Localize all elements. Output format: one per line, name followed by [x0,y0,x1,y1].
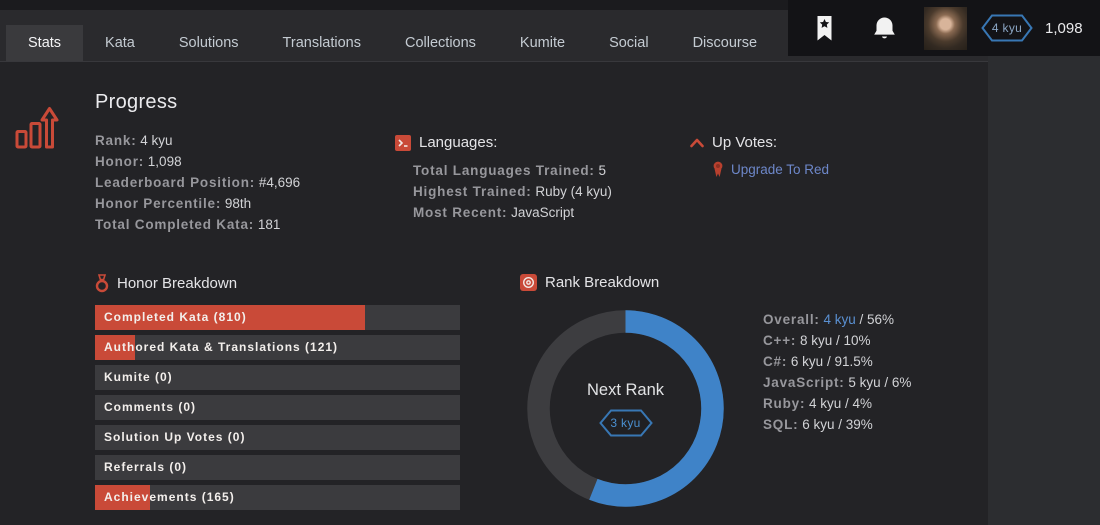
rank-row: Ruby: 4 kyu / 4% [763,396,873,411]
next-rank-badge-label: 3 kyu [610,415,641,430]
honor-bar-label: Solution Up Votes (0) [104,430,246,444]
ribbon-icon [712,161,724,178]
stat-row: Total Languages Trained: 5 [413,163,606,178]
bell-icon[interactable] [873,16,896,41]
honor-bar-label: Authored Kata & Translations (121) [104,340,339,354]
honor-bar: Solution Up Votes (0) [95,425,460,450]
honor-breakdown-title: Honor Breakdown [117,275,238,292]
right-sidebar-strip [988,56,1100,525]
rank-badge[interactable]: 4 kyu [981,14,1033,42]
rank-row: C#: 6 kyu / 91.5% [763,354,873,369]
stat-row: Honor: 1,098 [95,154,182,169]
bookmark-icon[interactable] [816,15,833,42]
honor-bar-label: Referrals (0) [104,460,188,474]
stat-row: Leaderboard Position: #4,696 [95,175,301,190]
honor-bar: Authored Kata & Translations (121) [95,335,460,360]
honor-bar: Kumite (0) [95,365,460,390]
terminal-icon [395,134,411,151]
honor-bar-label: Completed Kata (810) [104,310,247,324]
up-votes-section: Up Votes: Upgrade To Red [690,134,829,178]
donut-center: Next Rank 3 kyu [527,310,724,507]
upgrade-to-red-link[interactable]: Upgrade To Red [731,162,830,177]
rank-breakdown-title: Rank Breakdown [545,274,660,291]
stat-row: Rank: 4 kyu [95,133,173,148]
tab-kata[interactable]: Kata [105,35,135,51]
rank-row: C++: 8 kyu / 10% [763,333,871,348]
languages-section: Languages: Total Languages Trained: 5 Hig… [395,134,612,223]
header-user-area: 4 kyu 1,098 [788,0,1100,56]
top-strip [0,0,1100,10]
avatar[interactable] [924,6,967,50]
stat-row: Total Completed Kata: 181 [95,217,281,232]
honor-bar: Completed Kata (810) [95,305,460,330]
progress-section: Progress Rank: 4 kyu Honor: 1,098 Leaderbo… [95,91,300,235]
nav-tabs: Stats Kata Solutions Translations Collection… [6,25,779,61]
tab-social[interactable]: Social [609,35,649,51]
honor-bar-label: Achievements (165) [104,490,235,504]
honor-bar-fill [95,305,366,330]
tab-solutions[interactable]: Solutions [178,35,239,51]
honor-bars: Completed Kata (810) Authored Kata & Tran… [95,305,460,510]
languages-stats: Total Languages Trained: 5 Highest Traine… [413,160,612,223]
honor-bar: Comments (0) [95,395,460,420]
medal-icon [95,274,109,293]
next-rank-label: Next Rank [586,380,665,399]
rank-breakdown-header: Rank Breakdown [520,274,659,291]
rank-row: SQL: 6 kyu / 39% [763,417,873,432]
stat-row: Most Recent: JavaScript [413,205,575,220]
tab-stats[interactable]: Stats [6,25,84,61]
honor-bar-label: Kumite (0) [104,370,173,384]
rank-row: Overall: 4 kyu / 56% [763,312,894,327]
tab-collections[interactable]: Collections [405,35,476,51]
rank-rows: Overall: 4 kyu / 56% C++: 8 kyu / 10% C#: … [763,309,911,435]
progress-title: Progress [95,91,178,113]
honor-breakdown-section: Honor Breakdown Completed Kata (810) Auth… [95,274,460,515]
tab-discourse[interactable]: Discourse [692,35,758,51]
up-votes-title: Up Votes: [712,134,778,151]
honor-bar-fill [95,335,136,360]
rank-donut-chart: Next Rank 3 kyu [527,310,724,507]
languages-title: Languages: [419,134,498,151]
honor-count[interactable]: 1,098 [1045,19,1083,37]
stat-row: Honor Percentile: 98th [95,196,252,211]
rank-row: JavaScript: 5 kyu / 6% [763,375,912,390]
honor-bar-label: Comments (0) [104,400,197,414]
progress-stats: Rank: 4 kyu Honor: 1,098 Leaderboard Posit… [95,130,300,235]
stat-row: Highest Trained: Ruby (4 kyu) [413,184,612,199]
progress-chart-icon [13,102,61,155]
honor-bar: Referrals (0) [95,455,460,480]
rank-badge-label: 4 kyu [991,21,1023,35]
target-icon [520,274,537,291]
honor-bar: Achievements (165) [95,485,460,510]
caret-up-icon[interactable] [690,138,704,148]
honor-bar-fill [95,485,150,510]
next-rank-badge: 3 kyu [598,409,653,437]
tab-kumite[interactable]: Kumite [519,35,566,51]
tab-translations[interactable]: Translations [282,35,361,51]
